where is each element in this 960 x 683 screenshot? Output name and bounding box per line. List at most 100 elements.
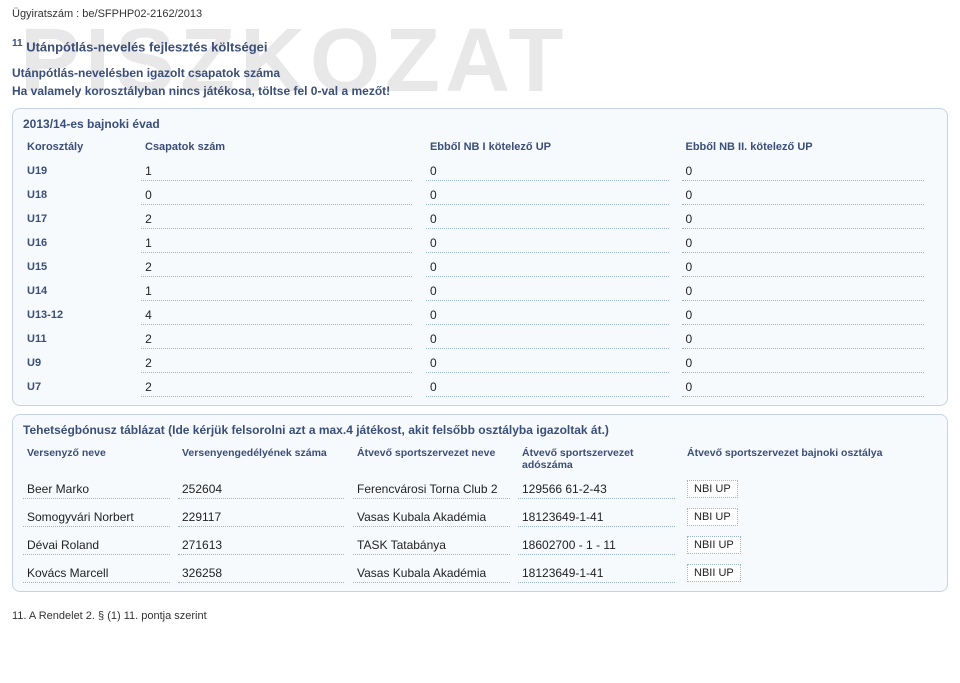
age-value[interactable]: 2 [141, 329, 412, 349]
talent-value[interactable]: 18123649-1-41 [518, 563, 675, 583]
talent-row: Dévai Roland 271613 TASK Tatabánya 18602700… [13, 533, 947, 561]
age-hd-1: Csapatok szám [141, 139, 426, 155]
talent-table-header: Versenyző neve Versenyengedélyének száma… [13, 441, 947, 477]
age-value[interactable]: 0 [682, 185, 925, 205]
age-cell: 1 [141, 233, 426, 253]
age-cell: 0 [141, 185, 426, 205]
age-cell: 0 [682, 185, 937, 205]
age-value[interactable]: 0 [426, 233, 669, 253]
talent-class-tag[interactable]: NBII UP [687, 536, 741, 554]
age-value[interactable]: 0 [426, 329, 669, 349]
talent-value[interactable]: Somogyvári Norbert [23, 507, 170, 527]
age-value[interactable]: 1 [141, 161, 412, 181]
age-value[interactable]: 0 [682, 257, 925, 277]
talent-value[interactable]: 271613 [178, 535, 344, 555]
age-value[interactable]: 0 [682, 353, 925, 373]
talent-cell: Ferencvárosi Torna Club 2 [353, 479, 518, 499]
age-value[interactable]: 0 [426, 257, 669, 277]
talent-value[interactable]: Beer Marko [23, 479, 170, 499]
age-value[interactable]: 2 [141, 209, 412, 229]
age-cell: 1 [141, 281, 426, 301]
age-row-label: U15 [23, 259, 141, 275]
talent-cell-class: NBII UP [683, 564, 933, 582]
age-cell: 2 [141, 257, 426, 277]
age-cell: 0 [426, 305, 681, 325]
age-value[interactable]: 0 [426, 161, 669, 181]
age-value[interactable]: 0 [682, 209, 925, 229]
talent-cell: Vasas Kubala Akadémia [353, 507, 518, 527]
age-row: U19100 [13, 159, 947, 183]
age-table-header: Korosztály Csapatok szám Ebből NB I köte… [13, 135, 947, 159]
age-value[interactable]: 0 [426, 281, 669, 301]
age-value[interactable]: 2 [141, 257, 412, 277]
talent-hd-3: Átvevő sportszervezet adószáma [518, 445, 683, 473]
age-row: U15200 [13, 255, 947, 279]
talent-value[interactable]: TASK Tatabánya [353, 535, 510, 555]
age-row-label: U18 [23, 187, 141, 203]
age-cell: 2 [141, 329, 426, 349]
talent-cell-class: NBI UP [683, 480, 933, 498]
talent-class-tag[interactable]: NBII UP [687, 564, 741, 582]
talent-value[interactable]: 129566 61-2-43 [518, 479, 675, 499]
age-value[interactable]: 2 [141, 377, 412, 397]
age-value[interactable]: 0 [426, 377, 669, 397]
age-value[interactable]: 0 [682, 377, 925, 397]
age-cell: 0 [426, 185, 681, 205]
age-row-label: U14 [23, 283, 141, 299]
age-cell: 0 [682, 353, 937, 373]
age-cell: 0 [426, 281, 681, 301]
age-value[interactable]: 0 [426, 353, 669, 373]
age-row-label: U16 [23, 235, 141, 251]
talent-class-tag[interactable]: NBI UP [687, 508, 738, 526]
talent-value[interactable]: 326258 [178, 563, 344, 583]
talent-value[interactable]: Dévai Roland [23, 535, 170, 555]
talent-value[interactable]: 229117 [178, 507, 344, 527]
talent-cell: 18123649-1-41 [518, 507, 683, 527]
talent-value[interactable]: 18602700 - 1 - 11 [518, 535, 675, 555]
talent-cell: Dévai Roland [23, 535, 178, 555]
age-value[interactable]: 2 [141, 353, 412, 373]
age-cell: 0 [426, 377, 681, 397]
age-cell: 0 [426, 233, 681, 253]
talent-value[interactable]: 252604 [178, 479, 344, 499]
talent-value[interactable]: Ferencvárosi Torna Club 2 [353, 479, 510, 499]
age-row-label: U19 [23, 163, 141, 179]
age-row-label: U17 [23, 211, 141, 227]
talent-value[interactable]: Kovács Marcell [23, 563, 170, 583]
age-value[interactable]: 0 [426, 209, 669, 229]
talent-value[interactable]: Vasas Kubala Akadémia [353, 507, 510, 527]
age-value[interactable]: 0 [682, 233, 925, 253]
age-row: U16100 [13, 231, 947, 255]
age-cell: 0 [682, 329, 937, 349]
age-value[interactable]: 0 [682, 281, 925, 301]
age-value[interactable]: 0 [682, 305, 925, 325]
talent-class-tag[interactable]: NBI UP [687, 480, 738, 498]
age-row-label: U7 [23, 379, 141, 395]
age-value[interactable]: 1 [141, 281, 412, 301]
age-value[interactable]: 0 [141, 185, 412, 205]
talent-cell: 252604 [178, 479, 353, 499]
age-value[interactable]: 0 [682, 329, 925, 349]
age-cell: 0 [682, 257, 937, 277]
age-row-label: U11 [23, 331, 141, 347]
talent-cell: 18123649-1-41 [518, 563, 683, 583]
talent-cell: 129566 61-2-43 [518, 479, 683, 499]
age-cell: 0 [682, 161, 937, 181]
talent-value[interactable]: Vasas Kubala Akadémia [353, 563, 510, 583]
age-value[interactable]: 1 [141, 233, 412, 253]
talent-cell: Kovács Marcell [23, 563, 178, 583]
age-value[interactable]: 0 [426, 305, 669, 325]
age-row: U18000 [13, 183, 947, 207]
age-value[interactable]: 0 [426, 185, 669, 205]
talent-cell-class: NBI UP [683, 508, 933, 526]
age-panel: 2013/14-es bajnoki évad Korosztály Csapa… [12, 108, 948, 406]
age-row-label: U13-12 [23, 307, 141, 323]
age-value[interactable]: 4 [141, 305, 412, 325]
talent-cell: Somogyvári Norbert [23, 507, 178, 527]
page-content: Ügyiratszám : be/SFPHP02-2162/2013 11 Ut… [0, 0, 960, 634]
talent-row: Kovács Marcell 326258 Vasas Kubala Akadémi… [13, 561, 947, 591]
talent-row: Somogyvári Norbert 229117 Vasas Kubala Aka… [13, 505, 947, 533]
age-row: U17200 [13, 207, 947, 231]
age-value[interactable]: 0 [682, 161, 925, 181]
talent-value[interactable]: 18123649-1-41 [518, 507, 675, 527]
